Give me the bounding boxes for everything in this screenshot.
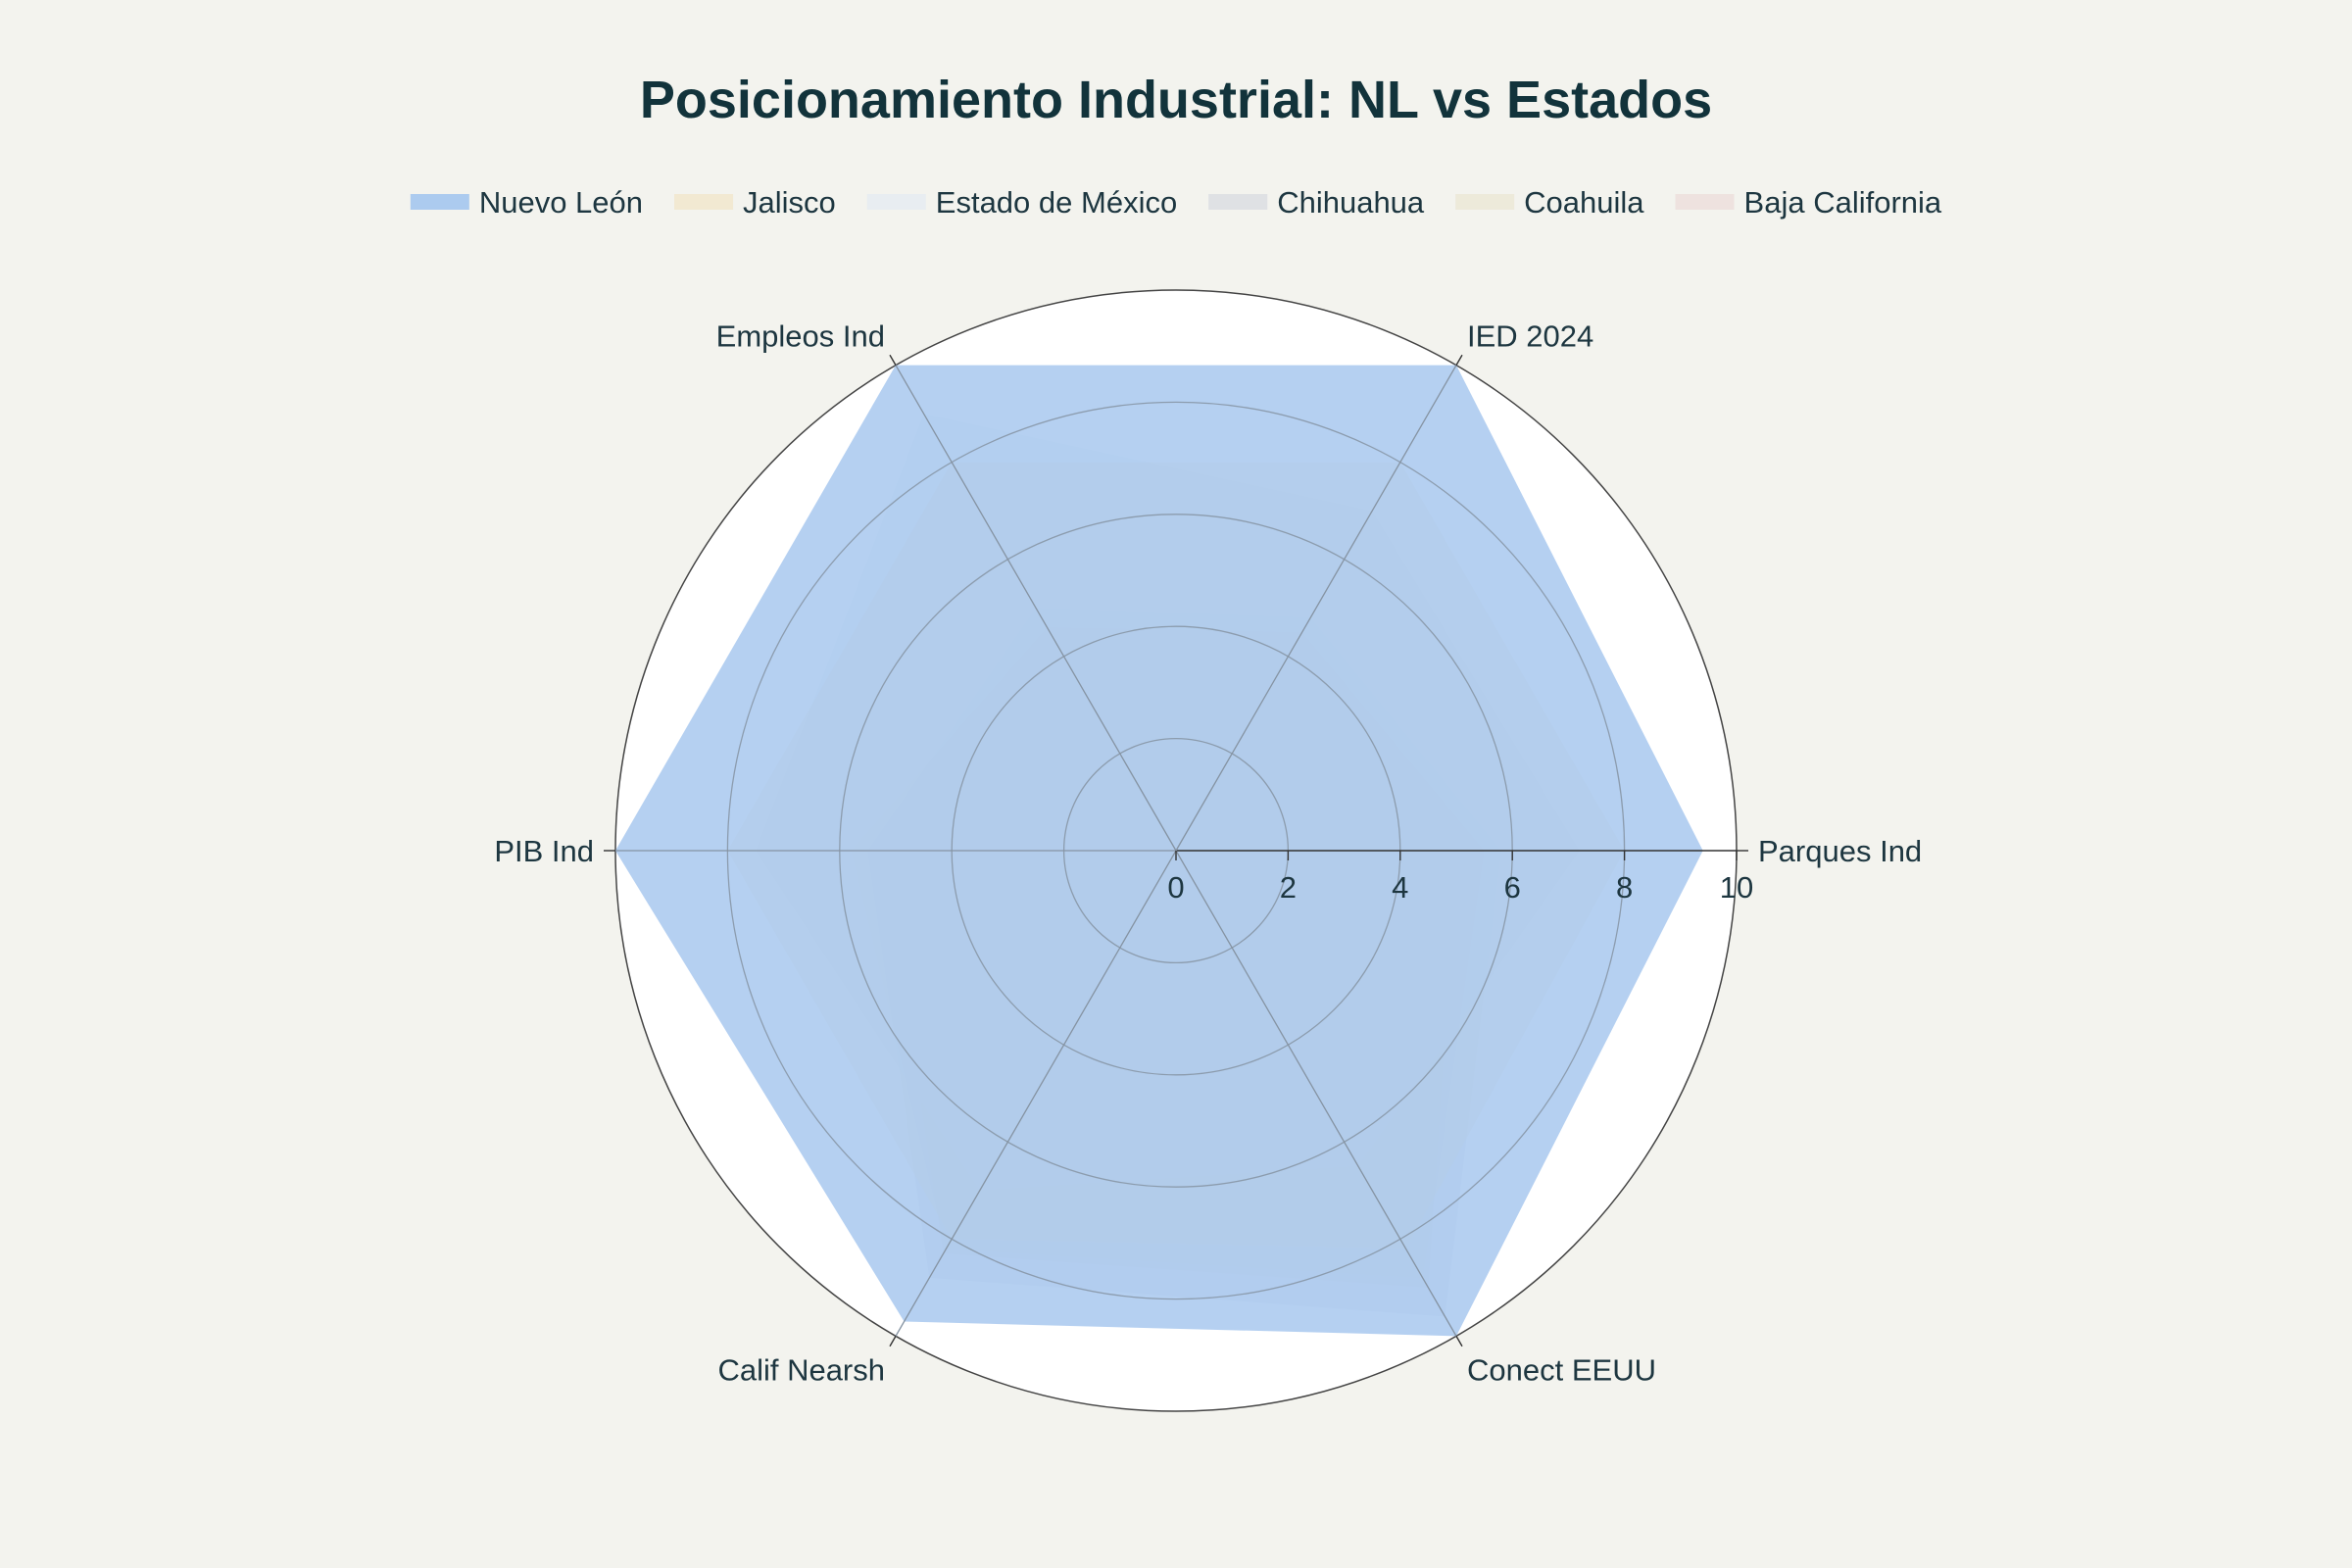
legend-label: Coahuila — [1524, 185, 1644, 220]
legend-swatch — [866, 194, 926, 210]
legend-swatch — [1675, 194, 1735, 210]
axis-label: PIB Ind — [494, 834, 594, 868]
radial-tick-label: 2 — [1280, 870, 1297, 905]
axis-spoke — [895, 365, 1177, 852]
legend-item-estado-de-m-xico[interactable]: Estado de México — [866, 185, 1177, 220]
radial-tick-label: 10 — [1720, 870, 1753, 905]
radial-tick-label: 4 — [1392, 870, 1408, 905]
legend-item-baja-california[interactable]: Baja California — [1675, 185, 1942, 220]
axis-spoke — [1175, 365, 1457, 852]
axis-label: Parques Ind — [1758, 834, 1922, 868]
radial-tick-label: 8 — [1616, 870, 1633, 905]
radial-tick-label: 0 — [1167, 870, 1184, 905]
legend-label: Baja California — [1744, 185, 1942, 220]
legend-swatch — [674, 194, 734, 210]
chart-title: Posicionamiento Industrial: NL vs Estado… — [640, 71, 1712, 129]
legend-item-coahuila[interactable]: Coahuila — [1455, 185, 1644, 220]
legend-label: Chihuahua — [1277, 185, 1425, 220]
legend-item-jalisco[interactable]: Jalisco — [674, 185, 836, 220]
legend-swatch — [1208, 194, 1268, 210]
legend-label: Nuevo León — [479, 185, 643, 220]
axis-spoke — [895, 850, 1177, 1337]
angular-tick-mark — [889, 1336, 897, 1348]
axis-label: Calif Nearsh — [717, 1352, 885, 1387]
legend[interactable]: Nuevo León Jalisco Estado de México Chihuah… — [410, 185, 1942, 220]
legend-item-nuevo-le-n[interactable]: Nuevo León — [410, 185, 643, 220]
legend-label: Jalisco — [743, 185, 836, 220]
angular-tick-mark — [889, 354, 897, 366]
axis-label: IED 2024 — [1467, 319, 1593, 354]
axis-spoke — [1175, 850, 1457, 1337]
legend-swatch — [1455, 194, 1515, 210]
angular-tick-mark — [1455, 1336, 1463, 1348]
axis-label: Conect EEUU — [1467, 1352, 1656, 1387]
legend-item-chihuahua[interactable]: Chihuahua — [1208, 185, 1425, 220]
radial-tick-label: 6 — [1504, 870, 1521, 905]
legend-label: Estado de México — [936, 185, 1177, 220]
axis-label: Empleos Ind — [716, 319, 885, 354]
angular-tick-mark — [1455, 354, 1463, 366]
legend-swatch — [410, 194, 469, 210]
